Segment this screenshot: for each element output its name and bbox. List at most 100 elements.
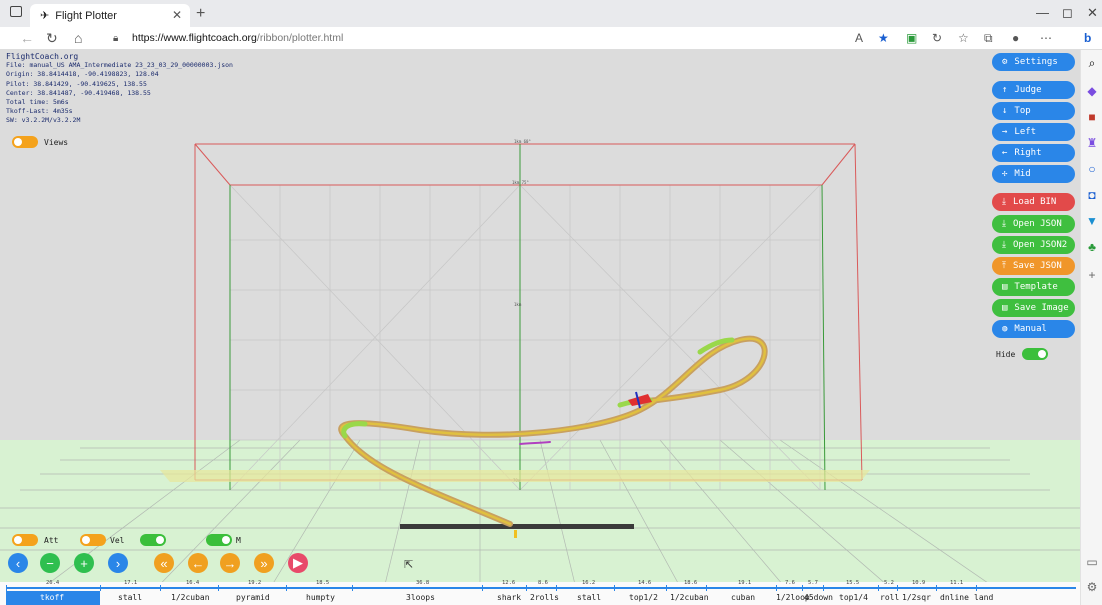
flight-3d-scene[interactable]: 1km 60° 1km 75° 1km 70m [0, 50, 1080, 605]
favorite-star-icon[interactable]: ★ [878, 31, 889, 45]
home-icon[interactable]: ⌂ [74, 30, 83, 46]
browser-tab[interactable]: ✈ Flight Plotter ✕ [30, 4, 190, 27]
timeline-segment[interactable]: cuban [731, 593, 756, 602]
office-icon[interactable]: ○ [1088, 162, 1096, 176]
bing-chat-icon[interactable]: b [1084, 31, 1092, 45]
tab-close-icon[interactable]: ✕ [171, 8, 182, 22]
timeline-segment[interactable]: stall [118, 593, 143, 602]
profile-avatar-icon[interactable]: ● [1012, 31, 1020, 45]
new-tab-icon[interactable]: + [196, 5, 206, 22]
zoom-out-button[interactable]: − [40, 553, 60, 573]
save-image-button[interactable]: ▤ Save Image [992, 299, 1075, 317]
timeline-duration: 10.9 [912, 580, 926, 586]
rewind-fast-button[interactable]: « [154, 553, 174, 573]
right-view-button[interactable]: ← Right [992, 144, 1075, 162]
timeline-segment[interactable]: top1/4 [839, 593, 868, 602]
tools-icon[interactable]: ■ [1088, 110, 1096, 124]
read-aloud-icon[interactable]: A [855, 31, 864, 45]
timeline-duration: 15.5 [846, 580, 860, 586]
back-icon[interactable]: ← [20, 30, 34, 46]
chevron-right-icon: › [115, 555, 121, 571]
timeline-segment[interactable]: 1/2cuban [171, 593, 210, 602]
sidebar-settings-icon[interactable]: ⚙ [1086, 580, 1098, 594]
collections-icon[interactable]: ⧉ [984, 31, 993, 45]
timeline-tick [218, 585, 219, 591]
timeline-segment[interactable]: 2rolls [530, 593, 559, 602]
save-json-button-label: Save JSON [1012, 261, 1062, 271]
timeline-tick [614, 585, 615, 591]
more-menu-icon[interactable]: ⋯ [1040, 31, 1052, 45]
timeline-segment[interactable]: 1/2cuban [670, 593, 709, 602]
ribbon-toggle[interactable] [140, 534, 166, 546]
timeline-segment[interactable]: humpty [306, 593, 335, 602]
timeline-segment[interactable]: 1/2sqr [902, 593, 931, 602]
refresh-icon[interactable]: ↻ [46, 30, 58, 46]
shopping-icon[interactable]: ▼ [1086, 214, 1098, 228]
restore-icon[interactable]: ◻ [1062, 5, 1073, 20]
att-toggle[interactable] [12, 534, 38, 546]
timeline-segment[interactable]: roll [880, 593, 900, 602]
tree-icon[interactable]: ♣ [1088, 240, 1096, 254]
url-field[interactable]: https://www.flightcoach.org/ribbon/plott… [132, 32, 343, 44]
search-icon[interactable]: ⌕ [1088, 56, 1096, 70]
timeline-duration: 18.5 [316, 580, 330, 586]
add-sidebar-icon[interactable]: + [1088, 268, 1096, 282]
views-toggle-label: Views [44, 138, 69, 147]
play-button[interactable]: ▶ [288, 553, 308, 573]
timeline-segment[interactable]: pyramid [236, 593, 270, 602]
refresh-extension-icon[interactable]: ↻ [932, 31, 943, 45]
timeline-segment[interactable]: shark [497, 593, 522, 602]
lock-icon: 🔒︎ [113, 33, 119, 44]
m-toggle[interactable] [206, 534, 232, 546]
timeline-segment-tkoff[interactable]: tkoff [40, 593, 65, 602]
timeline-segment[interactable]: stall [577, 593, 602, 602]
open-json2-button[interactable]: ⤓ Open JSON2 [992, 236, 1075, 254]
favorites-icon[interactable]: ☆ [958, 31, 969, 45]
judge-view-button[interactable]: ↑ Judge [992, 81, 1075, 99]
step-forward-button[interactable]: → [220, 553, 240, 573]
timeline-segment[interactable]: 45down [804, 593, 833, 602]
download-icon: ⤓ [1002, 219, 1006, 229]
plot-viewport[interactable]: 1km 60° 1km 75° 1km 70m [0, 50, 1080, 605]
maneuver-timeline[interactable]: 26.4 17.1 16.4 19.2 18.5 36.8 12.6 8.6 1… [0, 580, 1080, 605]
prev-button[interactable]: ‹ [8, 553, 28, 573]
open-json-button[interactable]: ⤓ Open JSON [992, 215, 1075, 233]
template-button[interactable]: ▤ Template [992, 278, 1075, 296]
box-label-top: 1km 60° [514, 139, 531, 144]
load-bin-button[interactable]: ⤓ Load BIN [992, 193, 1075, 211]
minimize-icon[interactable]: — [1036, 5, 1049, 20]
vel-toggle[interactable] [80, 534, 106, 546]
timeline-segment[interactable]: top1/2 [629, 593, 658, 602]
manual-button[interactable]: ◍ Manual [992, 320, 1075, 338]
hide-toggle[interactable] [1022, 348, 1048, 360]
save-json-button[interactable]: ⤒ Save JSON [992, 257, 1075, 275]
left-view-button[interactable]: → Left [992, 123, 1075, 141]
games-icon[interactable]: ♜ [1086, 136, 1098, 150]
window-close-icon[interactable]: ✕ [1087, 5, 1098, 20]
timeline-segment[interactable]: dnline [940, 593, 969, 602]
info-origin: Origin: 38.8414418, -90.4198823, 128.04 [6, 70, 159, 79]
tag-icon[interactable]: ◆ [1087, 84, 1097, 98]
tab-actions-icon[interactable] [10, 6, 22, 17]
timeline-duration: 19.2 [248, 580, 262, 586]
forward-fast-button[interactable]: » [254, 553, 274, 573]
zoom-in-button[interactable]: + [74, 553, 94, 573]
tab-favicon-icon: ✈ [40, 10, 50, 22]
timeline-segment[interactable]: 3loops [406, 593, 435, 602]
ground-shadow-strip [160, 470, 870, 482]
settings-button[interactable]: ⚙ Settings [992, 53, 1075, 71]
timeline-duration: 12.6 [502, 580, 516, 586]
runway-marker [514, 530, 517, 538]
mid-view-button[interactable]: ✢ Mid [992, 165, 1075, 183]
sidebar-layout-icon[interactable]: ▭ [1086, 555, 1098, 569]
outlook-icon[interactable]: ◘ [1088, 188, 1096, 202]
timeline-segment[interactable]: land [974, 593, 994, 602]
timeline-segment[interactable]: 1/2loop [776, 593, 810, 602]
top-view-button[interactable]: ↓ Top [992, 102, 1075, 120]
timeline-active-segment [6, 591, 100, 605]
next-button[interactable]: › [108, 553, 128, 573]
extension-icon[interactable]: ▣ [906, 31, 918, 45]
step-back-button[interactable]: ← [188, 553, 208, 573]
views-toggle[interactable] [12, 136, 38, 148]
timeline-tick [976, 585, 977, 591]
